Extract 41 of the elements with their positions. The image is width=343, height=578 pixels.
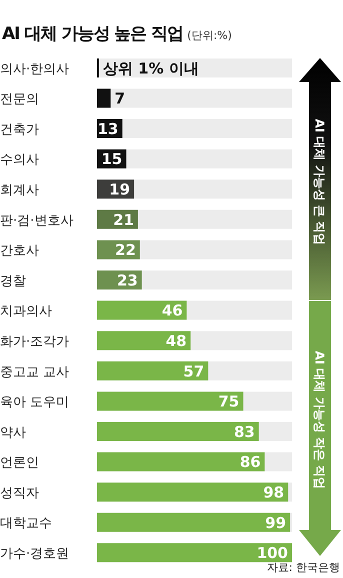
data-label: 48 xyxy=(166,332,187,350)
y-tick-label: 의사·한의사 xyxy=(0,62,70,77)
data-label: 83 xyxy=(234,422,255,441)
chart-subtitle: (단위:%) xyxy=(187,29,232,42)
data-label: 98 xyxy=(263,483,284,502)
bar xyxy=(97,482,288,502)
data-label: 7 xyxy=(114,90,126,108)
data-label: 100 xyxy=(256,544,288,562)
y-tick-label: 건축가 xyxy=(0,122,39,138)
y-tick-label: 판·검·변호사 xyxy=(0,213,74,228)
data-label: 상위 1% 이내 xyxy=(102,59,199,78)
data-label: 86 xyxy=(240,453,261,472)
y-tick-label: 회계사 xyxy=(0,183,39,198)
y-tick-label: 치과의사 xyxy=(0,304,52,320)
data-label: 15 xyxy=(101,150,122,168)
y-tick-label: 경찰 xyxy=(0,274,26,289)
y-tick-label: 중고교 교사 xyxy=(0,364,70,380)
data-label: 19 xyxy=(109,180,130,199)
y-tick-label: 화가·조각가 xyxy=(0,334,70,350)
annotation: 자료: 한국은행 xyxy=(266,561,340,574)
data-label: 75 xyxy=(218,392,240,411)
data-label: 57 xyxy=(183,362,204,380)
data-label: 46 xyxy=(162,302,183,320)
y-tick-label: 약사 xyxy=(0,425,26,440)
data-label: 22 xyxy=(115,241,136,260)
y-tick-label: 대학교수 xyxy=(0,516,52,532)
text: AI 대체 가능성 작은 직업 xyxy=(312,350,327,490)
y-tick-label: 전문의 xyxy=(0,92,39,108)
data-label: 21 xyxy=(113,210,134,229)
data-label: 99 xyxy=(265,514,286,532)
text: AI 대체 가능성 큰 직업 xyxy=(312,118,327,246)
bar xyxy=(97,88,111,108)
y-tick-label: 언론인 xyxy=(0,456,39,471)
y-tick-label: 간호사 xyxy=(0,244,39,259)
chart-title: AI 대체 가능성 높은 직업 xyxy=(2,24,184,44)
y-tick-label: 육아 도우미 xyxy=(0,395,70,410)
y-tick-label: 가수·경호원 xyxy=(0,546,70,562)
data-label: 13 xyxy=(97,120,118,138)
data-label: 23 xyxy=(116,271,138,290)
y-tick-label: 성직자 xyxy=(0,486,39,501)
y-tick-label: 수의사 xyxy=(0,152,39,168)
